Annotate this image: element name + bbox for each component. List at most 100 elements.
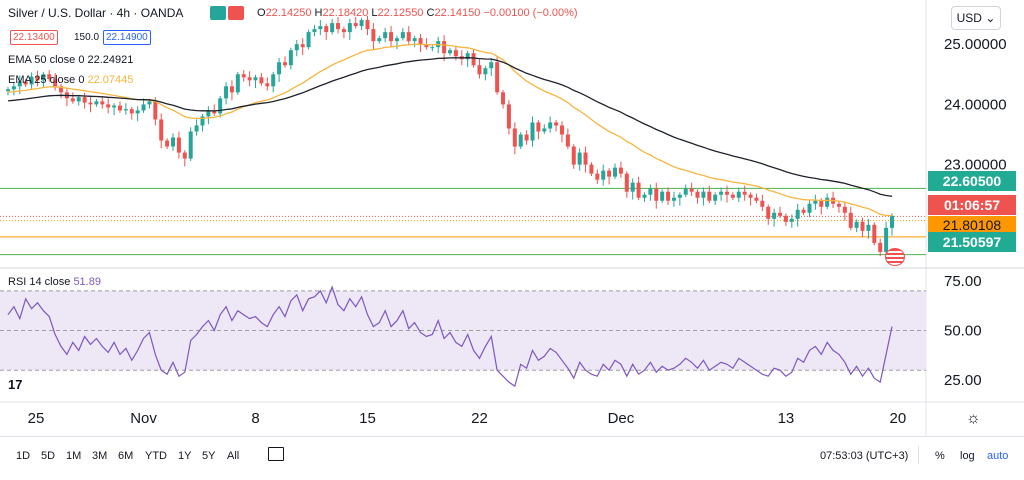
rsi-label: RSI 14 close: [8, 276, 71, 288]
candle-body: [82, 97, 87, 103]
countdown-badge: 01:06:57: [928, 195, 1016, 215]
rsi-tick-label: 75.00: [944, 273, 982, 290]
ema50-label: EMA 50 close 0: [8, 54, 85, 66]
low-value: 22.12550: [377, 7, 424, 19]
candle-body: [677, 194, 682, 198]
sell-button[interactable]: 22.13400: [10, 30, 58, 45]
candle-body: [11, 86, 16, 90]
candle-body: [406, 32, 411, 42]
candle-body: [365, 20, 370, 30]
percent-toggle[interactable]: %: [935, 450, 945, 462]
candle-body: [241, 74, 246, 78]
candle-body: [512, 128, 517, 147]
range-button-6m[interactable]: 6M: [118, 450, 134, 462]
candle-body: [506, 104, 511, 129]
change-value: −0.00100 (−0.00%): [483, 7, 578, 19]
candle-body: [188, 131, 193, 159]
candle-body: [129, 109, 134, 114]
candle-body: [318, 26, 323, 30]
candle-body: [94, 101, 99, 105]
candle-body: [306, 32, 311, 48]
candle-body: [524, 134, 529, 141]
candle-body: [778, 212, 783, 216]
candle-body: [860, 221, 865, 231]
candle-body: [341, 29, 346, 33]
candle-body: [795, 209, 800, 219]
ema50-value: 22.24921: [87, 54, 134, 66]
candle-body: [371, 29, 376, 42]
range-button-3m[interactable]: 3M: [92, 450, 108, 462]
spread-value: 150.0: [74, 32, 100, 43]
candle-body: [501, 92, 506, 105]
candle-body: [229, 86, 234, 93]
symbol-title: Silver / U.S. Dollar · 4h · OANDA: [8, 6, 184, 20]
open-value: 22.14250: [265, 7, 312, 19]
rsi-legend[interactable]: RSI 14 close 51.89: [8, 276, 101, 288]
candle-body: [377, 38, 382, 42]
candle-body: [88, 102, 93, 105]
candle-body: [483, 68, 488, 75]
eye-icon[interactable]: [210, 6, 226, 20]
candle-body: [842, 206, 847, 213]
range-button-1m[interactable]: 1M: [66, 450, 82, 462]
candle-body: [112, 105, 117, 108]
candle-body: [559, 125, 564, 135]
candle-body: [825, 197, 830, 207]
range-button-5d[interactable]: 5D: [41, 450, 56, 462]
candle-body: [218, 98, 223, 114]
range-button-1y[interactable]: 1Y: [178, 450, 192, 462]
price-tick-label: 25.00000: [944, 36, 1007, 53]
lower-line-badge: 21.50597: [928, 232, 1016, 252]
ema25-legend[interactable]: EMA 25 close 0 22.07445: [8, 74, 133, 86]
candle-body: [277, 62, 282, 75]
candle-body: [571, 146, 576, 165]
candle-body: [807, 203, 812, 213]
range-button-ytd[interactable]: YTD: [145, 450, 167, 462]
candle-body: [465, 53, 470, 60]
candle-body: [200, 116, 205, 126]
currency-select[interactable]: USD ⌄: [951, 6, 1001, 30]
candle-body: [165, 140, 170, 147]
candle-body: [300, 44, 305, 48]
time-tick-label: 8: [251, 410, 259, 427]
auto-toggle[interactable]: auto: [987, 450, 1009, 462]
low-label: L: [371, 7, 378, 19]
ema50-legend[interactable]: EMA 50 close 0 22.24921: [8, 54, 133, 66]
candle-body: [701, 191, 706, 198]
candle-body: [536, 122, 541, 132]
us-flag-event-icon[interactable]: [885, 248, 905, 266]
candle-body: [359, 20, 364, 27]
candle-body: [801, 209, 806, 213]
candle-body: [601, 170, 606, 180]
buy-button[interactable]: 22.14900: [103, 30, 151, 45]
ema25-line[interactable]: [7, 43, 893, 217]
gear-icon[interactable]: ☼: [966, 410, 981, 427]
log-toggle[interactable]: log: [960, 450, 975, 462]
candle-body: [59, 86, 64, 93]
candle-body: [689, 188, 694, 192]
range-button-all[interactable]: All: [227, 450, 240, 462]
currency-label: USD: [956, 11, 982, 25]
candle-body: [671, 197, 676, 201]
calendar-icon[interactable]: [268, 447, 284, 461]
candle-body: [194, 125, 199, 132]
rsi-value: 51.89: [73, 276, 101, 288]
rsi-line[interactable]: [7, 285, 893, 388]
candle-body: [589, 164, 594, 174]
time-tick-label: Dec: [608, 410, 635, 427]
ema50-line[interactable]: [7, 57, 893, 197]
candle-body: [418, 38, 423, 45]
more-icon[interactable]: [228, 6, 244, 20]
candle-body: [583, 152, 588, 165]
clock-readout[interactable]: 07:53:03 (UTC+3): [820, 450, 909, 462]
candle-body: [265, 83, 270, 87]
range-button-5y[interactable]: 5Y: [202, 450, 216, 462]
price-tick-label: 23.00000: [944, 157, 1007, 174]
candle-body: [548, 122, 553, 129]
candle-body: [760, 200, 765, 207]
range-button-1d[interactable]: 1D: [16, 450, 31, 462]
rsi-tick-label: 25.00: [944, 372, 982, 389]
candle-body: [6, 89, 10, 92]
